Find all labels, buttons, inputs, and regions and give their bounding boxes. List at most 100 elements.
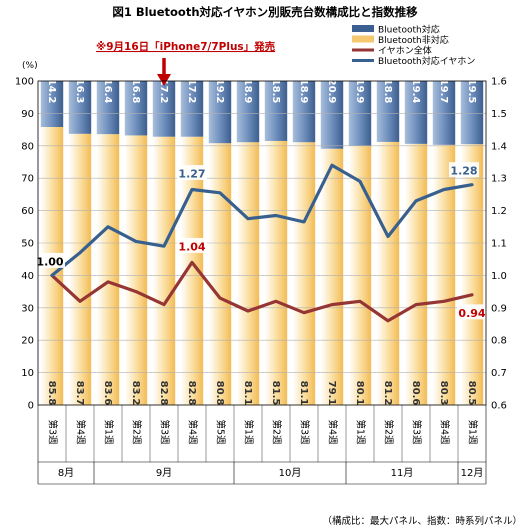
right-tick-label: 0.8 <box>491 336 507 347</box>
bar-non-bluetooth <box>124 135 148 405</box>
bar-non-bluetooth <box>292 142 316 405</box>
bar-value-non-bluetooth: 85.8 <box>46 381 57 406</box>
month-label: 8月 <box>58 467 74 479</box>
line-layer <box>50 163 474 323</box>
bar-bluetooth <box>96 81 120 135</box>
gridline-layer <box>38 113 486 373</box>
week-label: 第1週 <box>243 419 255 445</box>
bar-bluetooth <box>124 81 148 136</box>
left-tick-label: 60 <box>21 206 34 217</box>
right-tick-label: 1.5 <box>491 109 507 120</box>
bar-bluetooth <box>460 81 484 145</box>
month-label: 9月 <box>156 467 172 479</box>
legend-swatch <box>352 35 374 43</box>
week-label: 第3週 <box>411 419 423 445</box>
label-layer: 1.00 1.27 1.28 1.04 0.94 <box>35 58 487 320</box>
month-label: 10月 <box>279 467 302 479</box>
bar-bluetooth <box>264 81 288 141</box>
bar-value-non-bluetooth: 82.8 <box>186 381 197 406</box>
left-axis-unit: (%) <box>22 61 38 71</box>
legend-entry: Bluetooth対応 <box>378 24 440 36</box>
month-label: 12月 <box>461 467 484 479</box>
week-label: 第3週 <box>47 419 59 445</box>
bar-non-bluetooth <box>264 140 288 405</box>
line-bluetooth-earphones <box>50 163 474 277</box>
right-tick-label: 1.2 <box>491 206 507 217</box>
callout-label: 1.27 <box>178 168 205 181</box>
callout-bg <box>177 237 207 253</box>
bar-bluetooth <box>152 81 176 137</box>
bar-value-bluetooth: 19.4 <box>410 79 421 104</box>
bar-value-non-bluetooth: 80.8 <box>214 381 225 406</box>
callout-label: 1.28 <box>450 165 477 178</box>
bar-value-bluetooth: 18.9 <box>242 79 253 104</box>
bar-value-non-bluetooth: 83.2 <box>130 381 141 406</box>
left-tick-label: 0 <box>28 401 34 412</box>
axis-layer: 0 10 20 30 40 50 60 70 80 90 100 0.6 0.7 0.8 0.9 1.0 1.1… <box>15 77 507 485</box>
bar-value-bluetooth: 19.5 <box>466 79 477 104</box>
bar-bluetooth <box>68 81 92 134</box>
bar-bluetooth <box>292 81 316 143</box>
bar-value-non-bluetooth: 80.5 <box>466 381 477 406</box>
bar-value-bluetooth: 18.8 <box>382 79 393 104</box>
bar-value-bluetooth: 16.8 <box>130 79 141 104</box>
bar-bluetooth <box>404 81 428 144</box>
callout-label: 0.94 <box>458 307 485 320</box>
right-tick-label: 1.4 <box>491 141 507 152</box>
left-tick-label: 80 <box>21 141 34 152</box>
bar-non-bluetooth <box>236 142 260 405</box>
callout-bg <box>457 304 487 320</box>
right-tick-label: 0.9 <box>491 303 507 314</box>
left-tick-label: 10 <box>21 368 34 379</box>
bar-value-non-bluetooth: 81.1 <box>298 381 309 406</box>
bar-non-bluetooth <box>404 143 428 405</box>
bar-value-bluetooth: 20.9 <box>326 79 337 104</box>
legend: Bluetooth対応Bluetooth非対応イヤホン全体Bluetooth対応… <box>348 21 498 67</box>
week-label: 第4週 <box>187 419 199 445</box>
bar-value-bluetooth: 16.3 <box>74 79 85 104</box>
week-label: 第4週 <box>439 419 451 445</box>
bar-value-non-bluetooth: 81.1 <box>242 381 253 406</box>
left-tick-label: 20 <box>21 336 34 347</box>
legend-entry: Bluetooth非対応 <box>378 34 449 46</box>
legend-swatch <box>352 25 374 32</box>
right-tick-label: 1.6 <box>491 77 507 88</box>
bar-bluetooth <box>432 81 456 145</box>
bar-value-bluetooth: 16.4 <box>102 79 113 104</box>
week-label: 第4週 <box>75 419 87 445</box>
bar-value-bluetooth: 17.2 <box>158 79 169 104</box>
line-total-earphones <box>50 260 474 323</box>
callout-bg <box>177 165 207 181</box>
callout-label: 1.00 <box>36 255 63 268</box>
right-tick-label: 1.1 <box>491 239 507 250</box>
bar-value-non-bluetooth: 80.1 <box>354 381 365 406</box>
bar-non-bluetooth <box>320 148 344 405</box>
chart-footnote: （構成比：最大パネル、指数：時系列パネル） <box>322 515 522 527</box>
bar-value-bluetooth: 18.9 <box>298 79 309 104</box>
week-label: 第2週 <box>383 419 395 445</box>
left-tick-label: 50 <box>21 239 34 250</box>
right-tick-label: 1.0 <box>491 271 507 282</box>
bar-value-non-bluetooth: 80.6 <box>410 381 421 406</box>
bar-non-bluetooth <box>152 136 176 405</box>
right-tick-label: 0.6 <box>491 401 507 412</box>
week-label: 第1週 <box>467 419 479 445</box>
bar-non-bluetooth <box>460 144 484 405</box>
release-arrow-head <box>157 74 171 86</box>
right-tick-label: 1.3 <box>491 174 507 185</box>
left-tick-label: 100 <box>15 77 34 88</box>
release-annotation: ※9月16日「iPhone7/7Plus」発売 <box>96 40 276 53</box>
week-label: 第3週 <box>299 419 311 445</box>
bar-bluetooth <box>180 81 204 137</box>
bar-bluetooth <box>236 81 260 143</box>
bar-value-non-bluetooth: 80.3 <box>438 381 449 406</box>
week-label: 第3週 <box>159 419 171 445</box>
bar-non-bluetooth <box>208 143 232 405</box>
left-tick-label: 70 <box>21 174 34 185</box>
bar-value-non-bluetooth: 83.6 <box>102 381 113 406</box>
bar-value-non-bluetooth: 81.5 <box>270 381 281 406</box>
bar-non-bluetooth <box>96 134 120 406</box>
bar-value-bluetooth: 18.5 <box>270 79 281 104</box>
bar-value-bluetooth: 19.7 <box>438 79 449 104</box>
bar-bluetooth <box>40 81 64 128</box>
